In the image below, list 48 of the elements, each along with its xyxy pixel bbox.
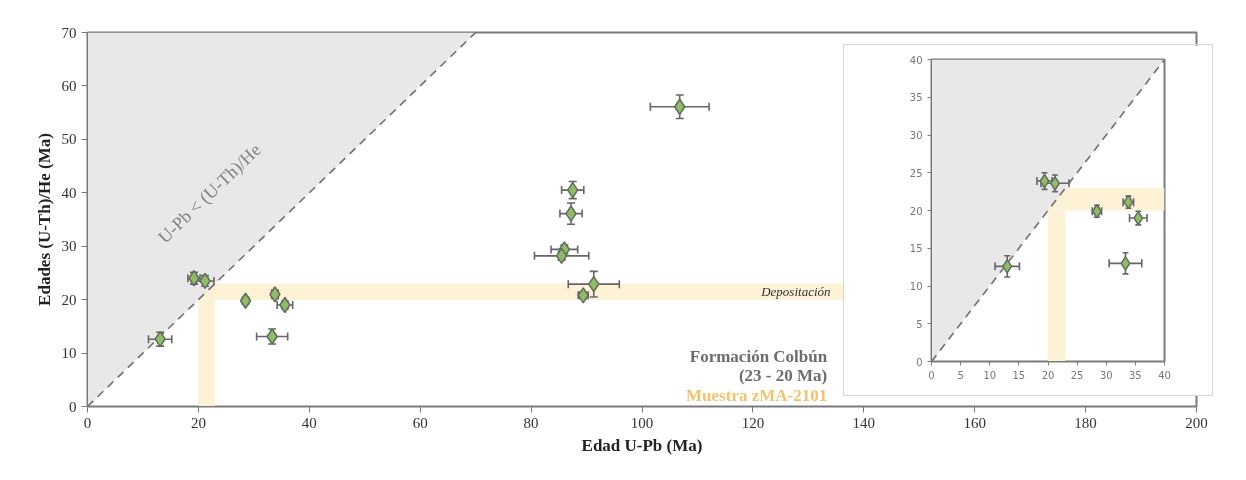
x-tick-label: 40 <box>1158 369 1171 381</box>
annotation: Formación Colbún <box>689 346 828 366</box>
x-tick-label: 5 <box>957 369 964 381</box>
x-tick-label: 30 <box>1099 369 1113 381</box>
point <box>1002 259 1013 274</box>
y-tick-label: 20 <box>61 291 77 308</box>
point <box>565 205 577 222</box>
x-tick-label: 140 <box>852 414 876 431</box>
x-tick-label: 15 <box>1012 369 1026 381</box>
x-tick-label: 20 <box>1041 369 1055 381</box>
x-tick-label: 60 <box>412 414 428 431</box>
point <box>673 98 686 116</box>
x-axis-title: Edad U-Pb (Ma) <box>581 435 703 455</box>
y-tick-label: 5 <box>916 318 923 330</box>
y-tick-label: 40 <box>61 184 77 201</box>
y-tick-label: 40 <box>909 54 923 66</box>
x-tick-label: 0 <box>928 369 935 381</box>
y-tick-label: 35 <box>909 92 923 104</box>
x-tick-label: 10 <box>983 369 997 381</box>
x-tick-label: 20 <box>190 414 206 431</box>
y-tick-label: 70 <box>61 24 77 41</box>
point <box>555 247 568 265</box>
x-tick-label: 120 <box>741 414 765 431</box>
x-tick-label: 180 <box>1074 414 1097 431</box>
annotation: Muestra zMA-2101 <box>686 386 828 406</box>
x-tick-label: 80 <box>523 414 539 431</box>
x-tick-label: 160 <box>963 414 986 431</box>
y-tick-label: 20 <box>909 205 923 217</box>
y-tick-label: 60 <box>61 77 77 94</box>
x-tick-label: 25 <box>1070 369 1084 381</box>
band-label: Depositación <box>760 284 831 300</box>
y-axis-title: Edades (U-Th)/He (Ma) <box>34 133 54 306</box>
y-tick-label: 10 <box>909 281 923 292</box>
y-tick-label: 50 <box>61 131 77 148</box>
y-tick-label: 0 <box>69 398 77 415</box>
annotation: (23 - 20 Ma) <box>738 366 828 386</box>
x-tick-label: 0 <box>83 414 92 431</box>
y-tick-label: 30 <box>909 130 923 141</box>
x-tick-label: 40 <box>301 414 317 431</box>
y-tick-label: 25 <box>909 167 923 179</box>
y-tick-label: 30 <box>61 238 77 255</box>
y-tick-label: 0 <box>916 356 923 368</box>
x-tick-label: 35 <box>1129 369 1142 381</box>
y-tick-label: 15 <box>909 243 923 255</box>
x-tick-label: 200 <box>1185 414 1208 431</box>
x-tick-label: 100 <box>630 414 654 431</box>
point <box>1120 256 1131 271</box>
y-tick-label: 10 <box>61 345 77 362</box>
